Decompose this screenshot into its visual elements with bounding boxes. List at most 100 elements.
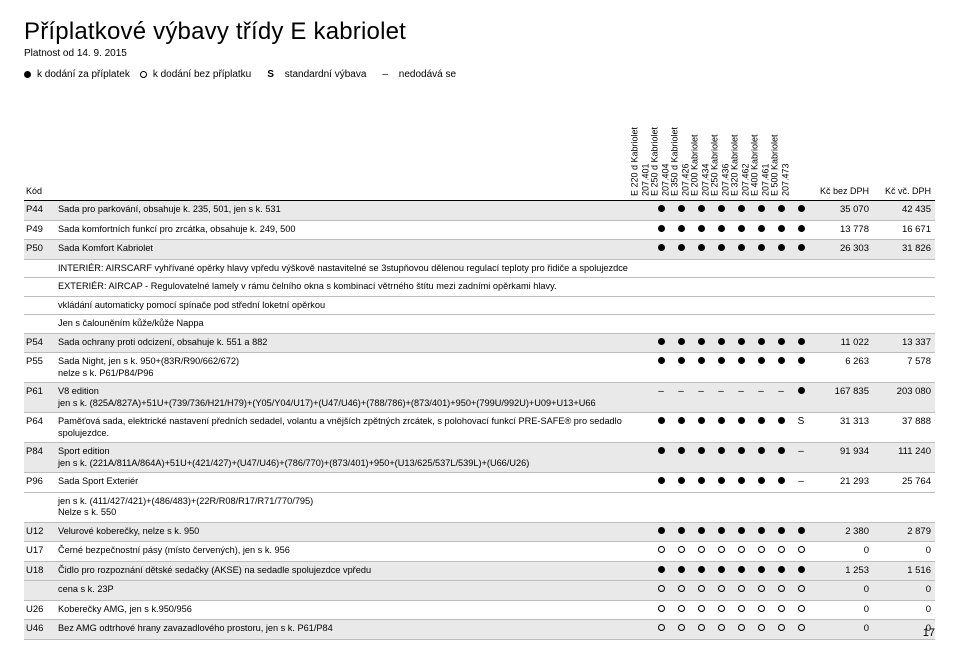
row-code: P96 [24, 473, 56, 493]
table-row: vkládání automaticky pomocí spínače pod … [24, 296, 935, 315]
row-price-inc: 0 [873, 600, 935, 620]
row-mark [731, 333, 751, 353]
table-row: cena s k. 23P00 [24, 581, 935, 601]
row-price-ex: 13 778 [811, 220, 873, 240]
row-mark [791, 296, 811, 315]
row-desc: Sada pro parkování, obsahuje k. 235, 501… [56, 201, 651, 221]
row-price-ex [811, 296, 873, 315]
row-mark [651, 600, 671, 620]
page-number: 17 [923, 627, 935, 639]
row-mark [751, 296, 771, 315]
table-row: P54Sada ochrany proti odcizení, obsahuje… [24, 333, 935, 353]
table-row: P96Sada Sport Exteriér–21 29325 764 [24, 473, 935, 493]
row-mark [651, 201, 671, 221]
row-mark [791, 561, 811, 581]
model-col-7: E 500 Kabriolet207.473 [791, 86, 811, 201]
table-row: U46Bez AMG odtrhové hrany zavazadlového … [24, 620, 935, 640]
row-code: U12 [24, 522, 56, 542]
table-row: jen s k. (411/427/421)+(486/483)+(22R/R0… [24, 492, 935, 522]
row-mark [751, 522, 771, 542]
row-mark [751, 561, 771, 581]
row-mark [671, 542, 691, 562]
row-price-inc: 1 516 [873, 561, 935, 581]
row-mark [671, 561, 691, 581]
table-row: P50Sada Komfort Kabriolet26 30331 826 [24, 240, 935, 260]
row-mark [711, 220, 731, 240]
row-price-inc [873, 278, 935, 297]
row-mark [711, 522, 731, 542]
row-mark [671, 413, 691, 443]
row-price-inc [873, 492, 935, 522]
col-code-head: Kód [24, 86, 56, 201]
row-mark [771, 259, 791, 278]
row-mark [751, 201, 771, 221]
row-code: U46 [24, 620, 56, 640]
row-mark [731, 443, 751, 473]
row-mark [651, 473, 671, 493]
row-mark [671, 278, 691, 297]
row-mark [711, 315, 731, 334]
row-mark [751, 600, 771, 620]
row-code [24, 278, 56, 297]
row-mark [791, 333, 811, 353]
row-price-ex: 35 070 [811, 201, 873, 221]
row-mark [751, 220, 771, 240]
row-mark [791, 259, 811, 278]
row-price-ex: 0 [811, 600, 873, 620]
row-desc: EXTERIÉR: AIRCAP - Regulovatelné lamely … [56, 278, 651, 297]
row-mark [671, 333, 691, 353]
row-mark [691, 296, 711, 315]
row-mark: – [691, 383, 711, 413]
row-mark [791, 542, 811, 562]
row-mark [751, 278, 771, 297]
row-mark [651, 296, 671, 315]
row-mark [711, 259, 731, 278]
price-incvat-head: Kč vč. DPH [873, 86, 935, 201]
row-price-ex [811, 259, 873, 278]
row-code: U18 [24, 561, 56, 581]
table-row: P44Sada pro parkování, obsahuje k. 235, … [24, 201, 935, 221]
row-mark [731, 620, 751, 640]
row-mark [731, 600, 751, 620]
row-mark [691, 522, 711, 542]
table-row: U12Velurové koberečky, nelze s k. 9502 3… [24, 522, 935, 542]
row-mark [731, 240, 751, 260]
row-desc: Sada Night, jen s k. 950+(83R/R90/662/67… [56, 353, 651, 383]
row-mark [671, 581, 691, 601]
row-mark [791, 600, 811, 620]
row-mark [731, 542, 751, 562]
page-title: Příplatkové výbavy třídy E kabriolet [24, 18, 935, 46]
row-mark [731, 561, 751, 581]
table-row: EXTERIÉR: AIRCAP - Regulovatelné lamely … [24, 278, 935, 297]
row-mark [731, 353, 751, 383]
row-code [24, 581, 56, 601]
row-code [24, 492, 56, 522]
row-mark [751, 353, 771, 383]
row-mark [651, 259, 671, 278]
table-row: INTERIÉR: AIRSCARF vyhřívané opěrky hlav… [24, 259, 935, 278]
row-mark [731, 278, 751, 297]
row-price-inc: 31 826 [873, 240, 935, 260]
row-price-inc [873, 296, 935, 315]
row-mark [671, 240, 691, 260]
row-mark [791, 201, 811, 221]
row-mark [651, 278, 671, 297]
row-mark: – [791, 473, 811, 493]
row-price-inc: 37 888 [873, 413, 935, 443]
row-mark [771, 240, 791, 260]
row-price-ex [811, 278, 873, 297]
row-mark [771, 220, 791, 240]
row-mark [771, 561, 791, 581]
row-price-ex: 2 380 [811, 522, 873, 542]
row-mark [711, 581, 731, 601]
row-price-inc: 7 578 [873, 353, 935, 383]
row-mark [651, 353, 671, 383]
row-mark [731, 581, 751, 601]
row-mark [791, 315, 811, 334]
row-code: P84 [24, 443, 56, 473]
row-mark [671, 315, 691, 334]
row-mark [691, 600, 711, 620]
table-row: P49Sada komfortních funkcí pro zrcátka, … [24, 220, 935, 240]
row-mark [751, 443, 771, 473]
row-mark [651, 522, 671, 542]
